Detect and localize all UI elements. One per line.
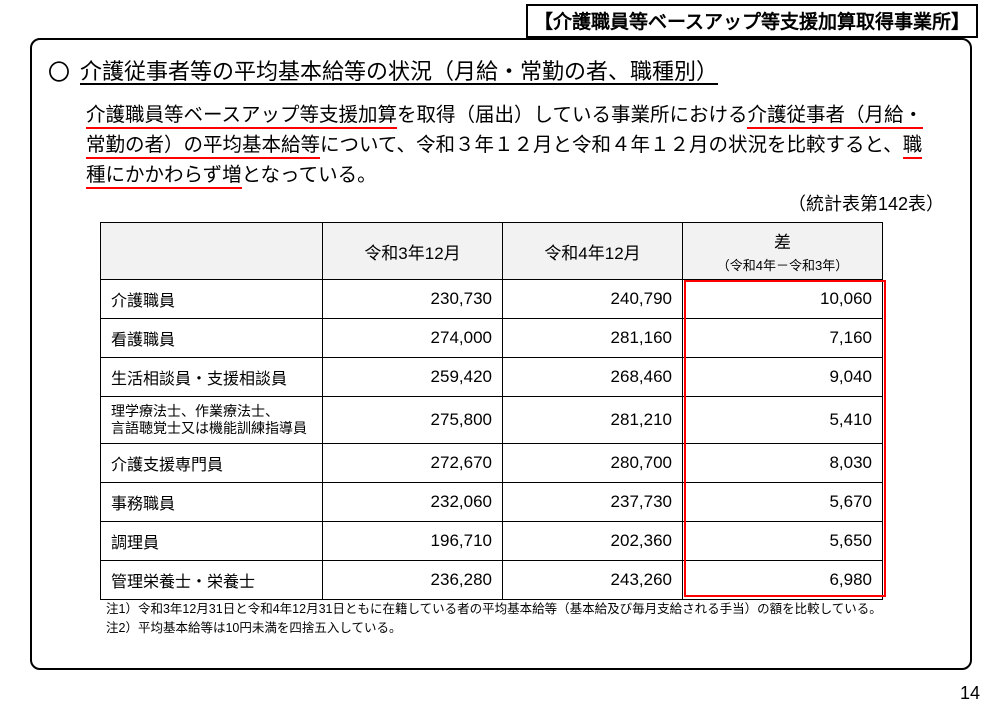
table-row: 理学療法士、作業療法士、言語聴覚士又は機能訓練指導員275,800281,210… <box>101 397 883 444</box>
row-label: 理学療法士、作業療法士、言語聴覚士又は機能訓練指導員 <box>101 397 323 444</box>
table-wrapper: 令和3年12月 令和4年12月 差 （令和4年－令和3年） 介護職員230,73… <box>100 222 883 600</box>
cell-c: 5,410 <box>683 397 883 444</box>
cell-b: 280,700 <box>503 444 683 483</box>
cell-c: 7,160 <box>683 319 883 358</box>
banner-box: 【介護職員等ベースアップ等支援加算取得事業所】 <box>526 4 978 38</box>
cell-a: 232,060 <box>323 483 503 522</box>
cell-c: 5,670 <box>683 483 883 522</box>
row-label: 看護職員 <box>101 319 323 358</box>
th-blank <box>101 223 323 280</box>
cell-a: 274,000 <box>323 319 503 358</box>
section-title: 介護従事者等の平均基本給等の状況（月給・常勤の者、職種別） <box>80 54 718 86</box>
th-col-b: 令和4年12月 <box>503 223 683 280</box>
footnote-2: 注2）平均基本給等は10円未満を四捨五入している。 <box>106 619 882 638</box>
table-row: 生活相談員・支援相談員259,420268,4609,040 <box>101 358 883 397</box>
row-label: 事務職員 <box>101 483 323 522</box>
row-label: 調理員 <box>101 522 323 561</box>
table-row: 看護職員274,000281,1607,160 <box>101 319 883 358</box>
th-col-c-main: 差 <box>774 233 791 252</box>
salary-table: 令和3年12月 令和4年12月 差 （令和4年－令和3年） 介護職員230,73… <box>100 222 883 600</box>
table-row: 事務職員232,060237,7305,670 <box>101 483 883 522</box>
page: 【介護職員等ベースアップ等支援加算取得事業所】 〇 介護従事者等の平均基本給等の… <box>0 0 1000 710</box>
cell-b: 202,360 <box>503 522 683 561</box>
cell-b: 268,460 <box>503 358 683 397</box>
cell-c: 10,060 <box>683 280 883 319</box>
body-seg6: となっている。 <box>242 164 377 186</box>
cell-a: 272,670 <box>323 444 503 483</box>
footnote-1: 注1）令和3年12月31日と令和4年12月31日ともに在籍している者の平均基本給… <box>106 600 882 619</box>
underline-red-1: 介護職員等ベースアップ等支援加算 <box>86 104 397 129</box>
bullet-mark: 〇 <box>48 55 70 87</box>
cell-c: 9,040 <box>683 358 883 397</box>
table-row: 介護職員230,730240,79010,060 <box>101 280 883 319</box>
table-header-row: 令和3年12月 令和4年12月 差 （令和4年－令和3年） <box>101 223 883 280</box>
table-row: 管理栄養士・栄養士236,280243,2606,980 <box>101 561 883 600</box>
banner-text: 【介護職員等ベースアップ等支援加算取得事業所】 <box>534 12 970 33</box>
cell-a: 230,730 <box>323 280 503 319</box>
row-label: 介護職員 <box>101 280 323 319</box>
cell-a: 275,800 <box>323 397 503 444</box>
table-row: 介護支援専門員272,670280,7008,030 <box>101 444 883 483</box>
row-label: 介護支援専門員 <box>101 444 323 483</box>
cell-b: 281,160 <box>503 319 683 358</box>
cell-a: 259,420 <box>323 358 503 397</box>
cell-a: 196,710 <box>323 522 503 561</box>
row-label: 管理栄養士・栄養士 <box>101 561 323 600</box>
body-paragraph: 介護職員等ベースアップ等支援加算を取得（届出）している事業所における介護従事者（… <box>86 100 936 191</box>
cell-c: 6,980 <box>683 561 883 600</box>
cell-b: 243,260 <box>503 561 683 600</box>
table-reference: （統計表第142表） <box>788 190 944 216</box>
cell-b: 237,730 <box>503 483 683 522</box>
th-col-a: 令和3年12月 <box>323 223 503 280</box>
cell-b: 281,210 <box>503 397 683 444</box>
th-col-c: 差 （令和4年－令和3年） <box>683 223 883 280</box>
cell-a: 236,280 <box>323 561 503 600</box>
cell-c: 5,650 <box>683 522 883 561</box>
table-row: 調理員196,710202,3605,650 <box>101 522 883 561</box>
cell-c: 8,030 <box>683 444 883 483</box>
page-number: 14 <box>960 683 980 704</box>
th-col-c-sub: （令和4年－令和3年） <box>693 255 872 274</box>
body-seg2: を取得（届出）している事業所における <box>397 104 747 126</box>
cell-b: 240,790 <box>503 280 683 319</box>
row-label: 生活相談員・支援相談員 <box>101 358 323 397</box>
table-body: 介護職員230,730240,79010,060看護職員274,000281,1… <box>101 280 883 600</box>
body-seg4: について、令和３年１２月と令和４年１２月の状況を比較すると、 <box>320 134 903 156</box>
footnotes: 注1）令和3年12月31日と令和4年12月31日ともに在籍している者の平均基本給… <box>106 600 882 638</box>
